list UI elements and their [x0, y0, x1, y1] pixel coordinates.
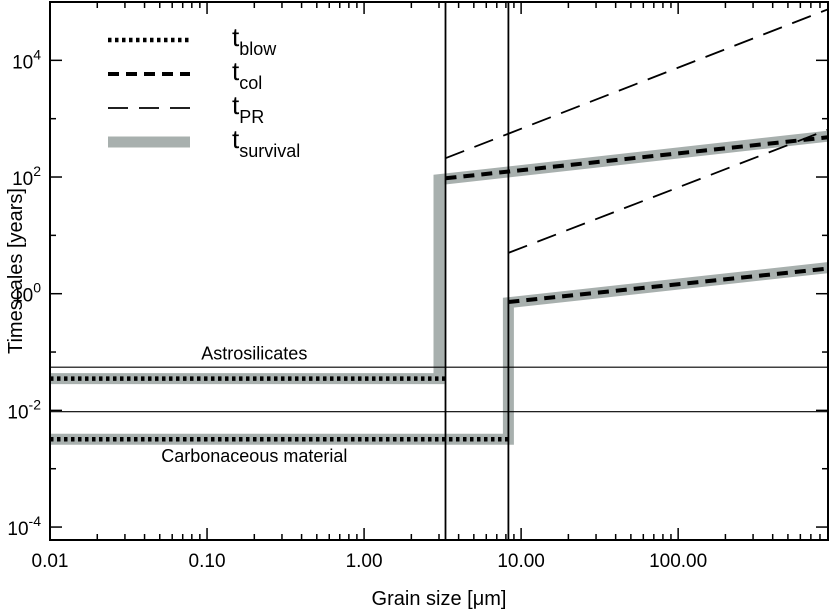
x-tick-label: 10.00 — [497, 551, 545, 572]
x-tick-label: 0.10 — [189, 551, 226, 572]
series-survival-0 — [50, 130, 829, 385]
series-pr-7 — [508, 128, 829, 254]
axis-tick-labels: 0.01 0.10 1.00 10.00 100.00 10-4 10-2 100 102 104 — [7, 46, 707, 572]
plot-lines — [50, 2, 829, 540]
axis-ticks — [49, 1, 829, 540]
x-tick-label: 100.00 — [649, 551, 707, 572]
x-tick-label: 1.00 — [346, 551, 383, 572]
y-tick-label: 10-4 — [7, 513, 41, 540]
annotations: Astrosilicates Carbonaceous material — [161, 343, 347, 466]
y-tick-label: 104 — [12, 46, 41, 73]
annotation-label: Carbonaceous material — [161, 446, 347, 466]
series-pr-6 — [445, 8, 829, 160]
y-tick-label: 102 — [12, 163, 41, 190]
x-tick-label: 0.01 — [32, 551, 69, 572]
legend-label-survival: tsurvival — [232, 124, 300, 161]
legend-label-blow: tblow — [232, 22, 277, 59]
annotation-label: Astrosilicates — [201, 343, 307, 363]
y-tick-label: 10-2 — [7, 396, 41, 423]
legend-label-col: tcol — [232, 56, 262, 93]
x-axis-title: Grain size [μm] — [372, 588, 507, 610]
y-axis-title: Timescales [years] — [5, 188, 27, 354]
legend-label-PR: tPR — [232, 90, 264, 127]
y-tick-label: 100 — [12, 280, 41, 307]
